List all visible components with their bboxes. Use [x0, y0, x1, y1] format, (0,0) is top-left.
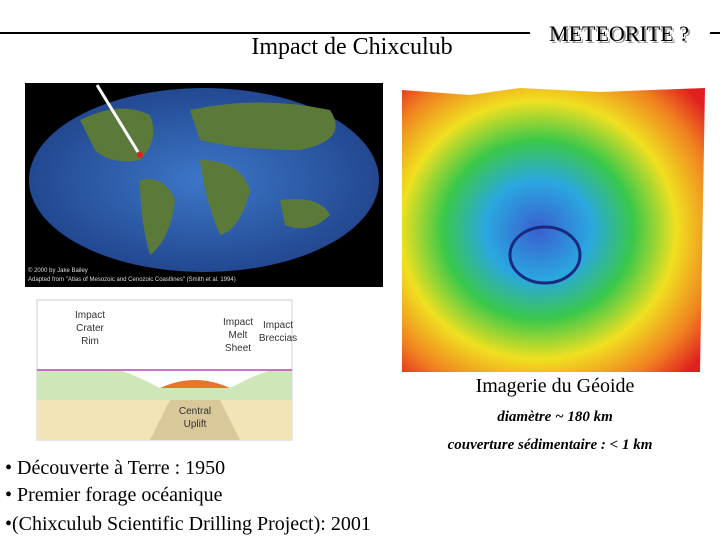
geoid-caption: Imagerie du Géoide	[476, 375, 635, 397]
map-credit: Adapted from "Atlas of Mesozoic and Ceno…	[28, 277, 236, 283]
section-label: Central	[179, 406, 211, 417]
impact-site	[137, 152, 143, 158]
section-label: Impact	[223, 317, 253, 328]
badge-box	[530, 20, 710, 46]
section-label: Rim	[81, 336, 99, 347]
central-uplift	[150, 400, 240, 440]
section-label: Crater	[76, 323, 104, 334]
section-label: Melt	[229, 330, 248, 341]
bullet: • Découverte à Terre : 1950	[5, 457, 225, 479]
melt-sheet	[160, 380, 230, 388]
section-layer	[37, 370, 292, 400]
bullet: •(Chixculub Scientific Drilling Project)…	[5, 513, 371, 535]
section-label: Impact	[263, 320, 293, 331]
section-label: Sheet	[225, 343, 251, 354]
crater-ring	[508, 225, 582, 285]
impact-arrow	[95, 84, 140, 153]
title: Impact de Chixculub	[251, 34, 452, 60]
map-credit: © 2000 by Jake Bailey	[28, 267, 88, 274]
badge: METEORITE ?	[549, 21, 689, 46]
section-label: Breccias	[259, 333, 297, 344]
geoid-image	[402, 88, 705, 372]
geoid-note: couverture sédimentaire : < 1 km	[448, 437, 653, 453]
badge-shadow: METEORITE ?	[551, 23, 691, 48]
geoid-note: diamètre ~ 180 km	[497, 409, 613, 425]
section-label: Impact	[75, 310, 105, 321]
bullet: • Premier forage océanique	[5, 484, 223, 506]
section-label: Uplift	[184, 419, 207, 430]
